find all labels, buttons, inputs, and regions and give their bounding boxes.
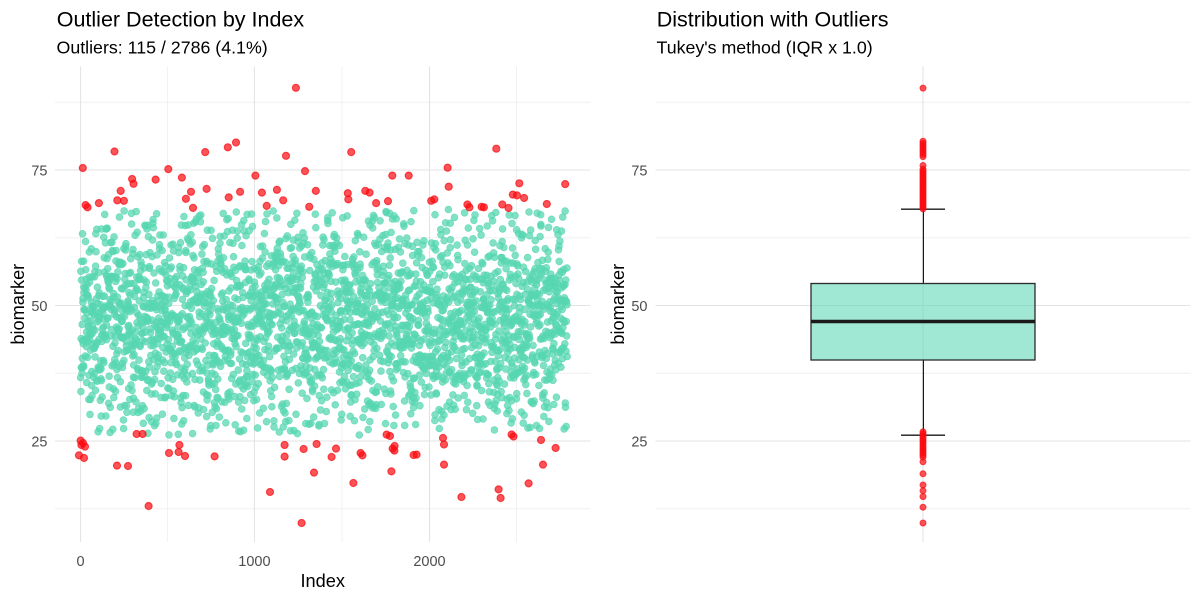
svg-text:1000: 1000: [238, 554, 270, 570]
svg-text:75: 75: [631, 164, 647, 180]
svg-text:50: 50: [31, 299, 47, 315]
svg-text:50: 50: [631, 299, 647, 315]
svg-text:25: 25: [631, 435, 647, 451]
svg-text:25: 25: [31, 435, 47, 451]
svg-text:Outliers: 115 / 2786 (4.1%): Outliers: 115 / 2786 (4.1%): [57, 37, 268, 57]
svg-text:0: 0: [77, 554, 85, 570]
svg-text:Index: Index: [300, 571, 345, 591]
svg-text:75: 75: [31, 164, 47, 180]
svg-text:biomarker: biomarker: [8, 264, 28, 345]
svg-text:2000: 2000: [413, 554, 445, 570]
svg-text:Tukey's method (IQR x 1.0): Tukey's method (IQR x 1.0): [657, 37, 873, 57]
svg-text:Outlier Detection by Index: Outlier Detection by Index: [57, 8, 305, 32]
svg-text:biomarker: biomarker: [608, 264, 628, 345]
svg-text:Distribution with Outliers: Distribution with Outliers: [657, 8, 889, 32]
